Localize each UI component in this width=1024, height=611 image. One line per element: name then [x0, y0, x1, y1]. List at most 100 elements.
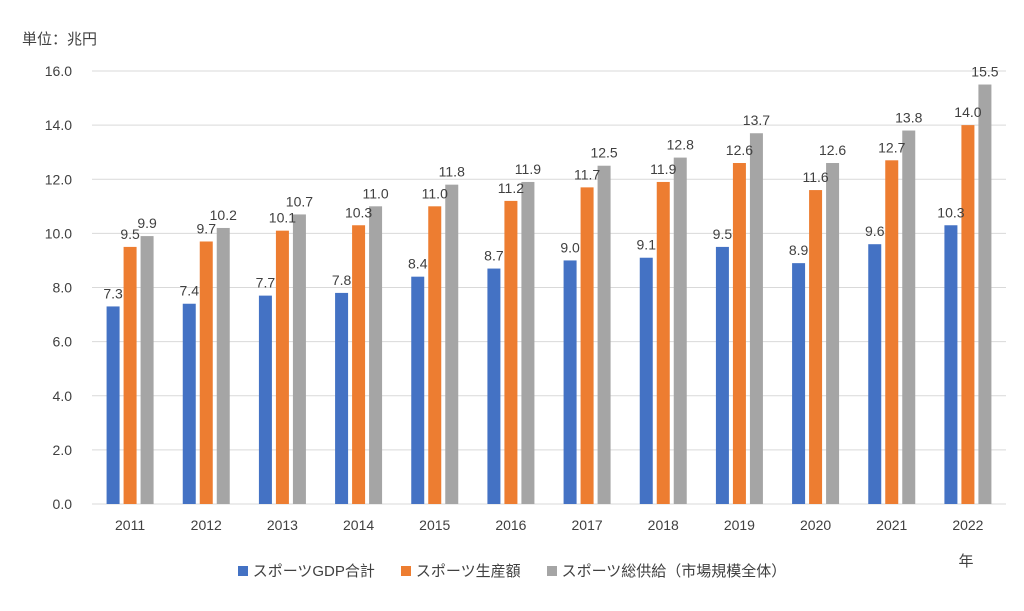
bar-supply: [978, 84, 992, 504]
bar-production: [504, 200, 518, 504]
x-tick-label: 2021: [876, 517, 907, 533]
bar-supply: [445, 184, 459, 504]
x-tick-label: 2014: [343, 517, 374, 533]
data-label-supply: 12.6: [819, 142, 846, 158]
data-label-production: 11.6: [802, 169, 828, 185]
data-label-gdp: 7.7: [256, 275, 276, 291]
data-label-production: 11.0: [422, 185, 448, 201]
x-tick-label: 2020: [800, 517, 831, 533]
legend-item-supply: スポーツ総供給（市場規模全体）: [546, 560, 787, 581]
data-label-supply: 11.8: [439, 164, 465, 180]
data-label-supply: 11.0: [362, 185, 388, 201]
legend-label-gdp: スポーツGDP合計: [252, 563, 375, 580]
bar-gdp: [868, 244, 882, 504]
data-label-supply: 11.9: [515, 161, 541, 177]
bar-gdp: [335, 292, 349, 504]
unit-label: 単位：兆円: [22, 31, 97, 48]
data-label-gdp: 7.3: [103, 285, 123, 301]
bar-production: [809, 190, 823, 504]
data-label-production: 9.7: [197, 220, 217, 236]
bar-supply: [140, 236, 154, 505]
bar-supply: [673, 157, 687, 504]
data-label-gdp: 9.1: [637, 237, 657, 253]
bar-gdp: [258, 295, 272, 504]
bar-production: [428, 206, 442, 504]
y-tick-label: 8.0: [53, 280, 73, 296]
x-tick-label: 2022: [952, 517, 983, 533]
y-tick-label: 6.0: [53, 334, 73, 350]
bar-gdp: [639, 257, 653, 504]
data-label-production: 11.2: [498, 180, 524, 196]
data-label-gdp: 8.4: [408, 256, 428, 272]
legend-swatch-gdp: [237, 565, 248, 576]
data-label-supply: 12.5: [590, 145, 617, 161]
data-label-production: 14.0: [954, 104, 981, 120]
data-label-production: 10.1: [269, 210, 296, 226]
data-label-gdp: 8.7: [484, 248, 504, 264]
x-tick-label: 2015: [419, 517, 450, 533]
x-tick-label: 2019: [724, 517, 755, 533]
y-axis-ticks: 0.0 2.0 4.0 6.0 8.0 10.0 12.0 14.0 16.0: [45, 63, 72, 512]
bar-production: [275, 230, 289, 504]
x-tick-label: 2012: [191, 517, 222, 533]
data-label-gdp: 10.3: [937, 204, 964, 220]
data-label-supply: 13.7: [743, 112, 770, 128]
bar-gdp: [563, 260, 577, 504]
bar-production: [199, 241, 213, 504]
bar-production: [885, 160, 899, 504]
bar-production: [352, 225, 366, 504]
data-label-production: 11.9: [650, 161, 676, 177]
bar-gdp: [487, 268, 501, 504]
y-tick-label: 2.0: [53, 442, 73, 458]
data-label-supply: 15.5: [971, 64, 998, 80]
data-label-supply: 12.8: [667, 137, 694, 153]
x-tick-label: 2017: [572, 517, 603, 533]
y-tick-label: 0.0: [53, 496, 73, 512]
data-label-production: 11.7: [574, 166, 600, 182]
bar-gdp: [411, 276, 425, 504]
data-label-production: 10.3: [345, 204, 372, 220]
bar-production: [656, 181, 670, 505]
bar-gdp: [182, 303, 196, 504]
x-tick-label: 2018: [648, 517, 679, 533]
bar-supply: [749, 133, 763, 504]
legend-swatch-supply: [546, 565, 557, 576]
data-labels: 7.39.59.97.49.710.27.710.110.77.810.311.…: [103, 64, 998, 302]
bar-supply: [369, 206, 383, 504]
x-tick-label: 2011: [115, 517, 145, 533]
x-axis-ticks: 2011 2012 2013 2014 2015 2016 2017 2018 2019 2020…: [115, 517, 984, 533]
data-label-supply: 9.9: [137, 215, 157, 231]
y-tick-label: 12.0: [45, 171, 72, 187]
x-tick-label: 2016: [495, 517, 526, 533]
data-label-gdp: 8.9: [789, 242, 809, 258]
bar-gdp: [106, 306, 120, 504]
data-label-production: 12.6: [726, 142, 753, 158]
bar-gdp: [792, 263, 806, 504]
bar-supply: [826, 163, 840, 504]
data-label-supply: 13.8: [895, 110, 922, 126]
bar-production: [961, 125, 975, 504]
gridlines: [92, 70, 1006, 505]
bar-supply: [902, 130, 916, 504]
legend: スポーツGDP合計 スポーツ生産額 スポーツ総供給（市場規模全体）: [0, 560, 1024, 581]
data-label-gdp: 7.8: [332, 272, 352, 288]
legend-item-gdp: スポーツGDP合計: [237, 560, 375, 581]
bars: [106, 84, 992, 505]
bar-production: [732, 163, 746, 504]
data-label-gdp: 9.6: [865, 223, 885, 239]
y-tick-label: 14.0: [45, 117, 72, 133]
data-label-gdp: 9.5: [713, 226, 733, 242]
y-tick-label: 4.0: [53, 388, 73, 404]
data-label-production: 12.7: [878, 139, 905, 155]
y-tick-label: 16.0: [45, 63, 72, 79]
bar-gdp: [715, 246, 729, 504]
bar-production: [123, 246, 137, 504]
data-label-supply: 10.7: [286, 193, 313, 209]
legend-swatch-production: [400, 565, 411, 576]
x-axis-label: 年: [958, 553, 973, 570]
bar-supply: [597, 165, 611, 504]
legend-label-supply: スポーツ総供給（市場規模全体）: [561, 563, 787, 580]
bar-gdp: [944, 225, 958, 504]
